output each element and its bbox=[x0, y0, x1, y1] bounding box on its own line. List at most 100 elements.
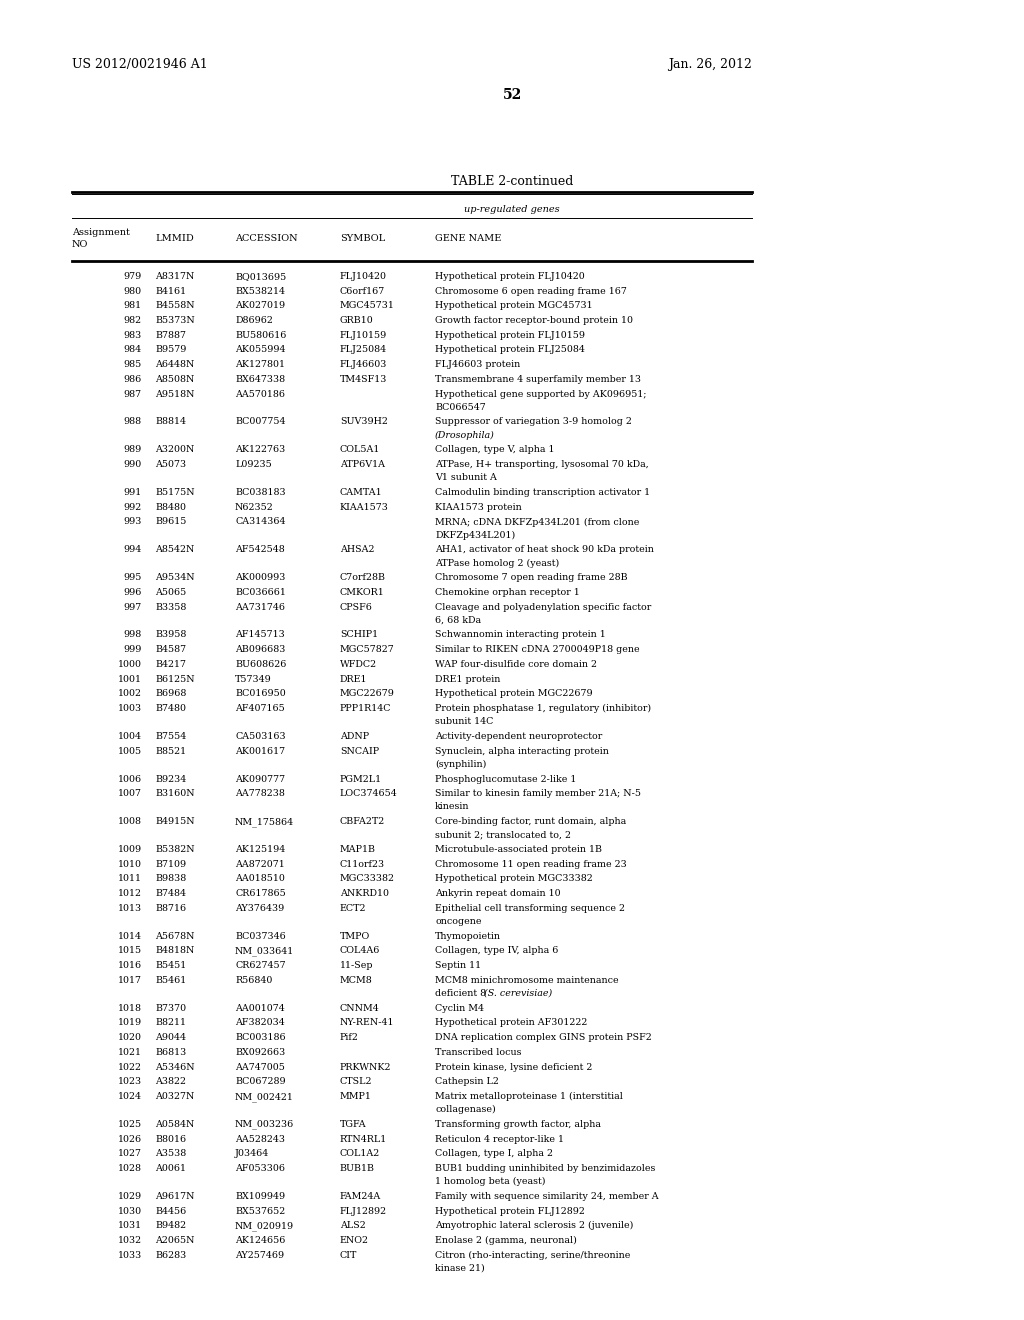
Text: 1 homolog beta (yeast): 1 homolog beta (yeast) bbox=[435, 1177, 546, 1187]
Text: Family with sequence similarity 24, member A: Family with sequence similarity 24, memb… bbox=[435, 1192, 658, 1201]
Text: CIT: CIT bbox=[340, 1250, 357, 1259]
Text: Transmembrane 4 superfamily member 13: Transmembrane 4 superfamily member 13 bbox=[435, 375, 641, 384]
Text: AK001617: AK001617 bbox=[234, 747, 285, 755]
Text: DNA replication complex GINS protein PSF2: DNA replication complex GINS protein PSF… bbox=[435, 1034, 651, 1041]
Text: (S. cerevisiae): (S. cerevisiae) bbox=[484, 989, 552, 998]
Text: 994: 994 bbox=[124, 545, 142, 554]
Text: kinesin: kinesin bbox=[435, 803, 469, 812]
Text: subunit 2; translocated to, 2: subunit 2; translocated to, 2 bbox=[435, 830, 571, 840]
Text: 1023: 1023 bbox=[118, 1077, 142, 1086]
Text: 1017: 1017 bbox=[118, 975, 142, 985]
Text: Chemokine orphan receptor 1: Chemokine orphan receptor 1 bbox=[435, 587, 580, 597]
Text: 980: 980 bbox=[124, 286, 142, 296]
Text: MAP1B: MAP1B bbox=[340, 845, 376, 854]
Text: 991: 991 bbox=[124, 488, 142, 498]
Text: 992: 992 bbox=[124, 503, 142, 512]
Text: B6813: B6813 bbox=[155, 1048, 186, 1057]
Text: AK027019: AK027019 bbox=[234, 301, 285, 310]
Text: PGM2L1: PGM2L1 bbox=[340, 775, 382, 784]
Text: MGC22679: MGC22679 bbox=[340, 689, 395, 698]
Text: BC003186: BC003186 bbox=[234, 1034, 286, 1041]
Text: Transcribed locus: Transcribed locus bbox=[435, 1048, 521, 1057]
Text: SNCAIP: SNCAIP bbox=[340, 747, 379, 755]
Text: B7484: B7484 bbox=[155, 890, 186, 898]
Text: CA314364: CA314364 bbox=[234, 517, 286, 527]
Text: A9617N: A9617N bbox=[155, 1192, 195, 1201]
Text: BU580616: BU580616 bbox=[234, 331, 287, 339]
Text: ECT2: ECT2 bbox=[340, 904, 367, 913]
Text: Cathepsin L2: Cathepsin L2 bbox=[435, 1077, 499, 1086]
Text: BC038183: BC038183 bbox=[234, 488, 286, 498]
Text: NM_002421: NM_002421 bbox=[234, 1092, 294, 1102]
Text: Hypothetical protein MGC22679: Hypothetical protein MGC22679 bbox=[435, 689, 593, 698]
Text: BC037346: BC037346 bbox=[234, 932, 286, 941]
Text: COL1A2: COL1A2 bbox=[340, 1150, 380, 1158]
Text: FLJ25084: FLJ25084 bbox=[340, 346, 387, 355]
Text: LOC374654: LOC374654 bbox=[340, 789, 397, 799]
Text: NM_033641: NM_033641 bbox=[234, 946, 294, 956]
Text: B7480: B7480 bbox=[155, 704, 186, 713]
Text: (Drosophila): (Drosophila) bbox=[435, 430, 495, 440]
Text: BX537652: BX537652 bbox=[234, 1206, 286, 1216]
Text: AK127801: AK127801 bbox=[234, 360, 285, 370]
Text: DRE1: DRE1 bbox=[340, 675, 368, 684]
Text: AA747005: AA747005 bbox=[234, 1063, 285, 1072]
Text: B9838: B9838 bbox=[155, 874, 186, 883]
Text: Hypothetical protein FLJ10159: Hypothetical protein FLJ10159 bbox=[435, 331, 585, 339]
Text: 1003: 1003 bbox=[118, 704, 142, 713]
Text: TGFA: TGFA bbox=[340, 1119, 367, 1129]
Text: AY376439: AY376439 bbox=[234, 904, 285, 913]
Text: Enolase 2 (gamma, neuronal): Enolase 2 (gamma, neuronal) bbox=[435, 1236, 577, 1245]
Text: BQ013695: BQ013695 bbox=[234, 272, 287, 281]
Text: 1033: 1033 bbox=[118, 1250, 142, 1259]
Text: C6orf167: C6orf167 bbox=[340, 286, 385, 296]
Text: A8508N: A8508N bbox=[155, 375, 195, 384]
Text: B6125N: B6125N bbox=[155, 675, 195, 684]
Text: TABLE 2-continued: TABLE 2-continued bbox=[451, 176, 573, 187]
Text: DKFZp434L201): DKFZp434L201) bbox=[435, 531, 515, 540]
Text: A5678N: A5678N bbox=[155, 932, 195, 941]
Text: A0061: A0061 bbox=[155, 1164, 186, 1173]
Text: AK000993: AK000993 bbox=[234, 573, 286, 582]
Text: B4217: B4217 bbox=[155, 660, 186, 669]
Text: ATPase homolog 2 (yeast): ATPase homolog 2 (yeast) bbox=[435, 558, 559, 568]
Text: Cyclin M4: Cyclin M4 bbox=[435, 1003, 484, 1012]
Text: AHA1, activator of heat shock 90 kDa protein: AHA1, activator of heat shock 90 kDa pro… bbox=[435, 545, 654, 554]
Text: Jan. 26, 2012: Jan. 26, 2012 bbox=[668, 58, 752, 71]
Text: 1021: 1021 bbox=[118, 1048, 142, 1057]
Text: Hypothetical protein FLJ12892: Hypothetical protein FLJ12892 bbox=[435, 1206, 585, 1216]
Text: Chromosome 11 open reading frame 23: Chromosome 11 open reading frame 23 bbox=[435, 859, 627, 869]
Text: MGC57827: MGC57827 bbox=[340, 645, 394, 655]
Text: B4915N: B4915N bbox=[155, 817, 195, 826]
Text: kinase 21): kinase 21) bbox=[435, 1263, 484, 1272]
Text: A9518N: A9518N bbox=[155, 389, 195, 399]
Text: Similar to RIKEN cDNA 2700049P18 gene: Similar to RIKEN cDNA 2700049P18 gene bbox=[435, 645, 640, 655]
Text: 1020: 1020 bbox=[118, 1034, 142, 1041]
Text: 1011: 1011 bbox=[118, 874, 142, 883]
Text: AK122763: AK122763 bbox=[234, 445, 286, 454]
Text: oncogene: oncogene bbox=[435, 917, 481, 927]
Text: B4456: B4456 bbox=[155, 1206, 186, 1216]
Text: 1019: 1019 bbox=[118, 1019, 142, 1027]
Text: 52: 52 bbox=[503, 88, 521, 102]
Text: FLJ46603 protein: FLJ46603 protein bbox=[435, 360, 520, 370]
Text: TM4SF13: TM4SF13 bbox=[340, 375, 387, 384]
Text: SUV39H2: SUV39H2 bbox=[340, 417, 388, 426]
Text: 1032: 1032 bbox=[118, 1236, 142, 1245]
Text: 986: 986 bbox=[124, 375, 142, 384]
Text: ACCESSION: ACCESSION bbox=[234, 234, 298, 243]
Text: 979: 979 bbox=[124, 272, 142, 281]
Text: Cleavage and polyadenylation specific factor: Cleavage and polyadenylation specific fa… bbox=[435, 603, 651, 611]
Text: Microtubule-associated protein 1B: Microtubule-associated protein 1B bbox=[435, 845, 602, 854]
Text: 1014: 1014 bbox=[118, 932, 142, 941]
Text: (synphilin): (synphilin) bbox=[435, 760, 486, 770]
Text: AB096683: AB096683 bbox=[234, 645, 286, 655]
Text: Hypothetical gene supported by AK096951;: Hypothetical gene supported by AK096951; bbox=[435, 389, 646, 399]
Text: 981: 981 bbox=[124, 301, 142, 310]
Text: subunit 14C: subunit 14C bbox=[435, 717, 494, 726]
Text: Assignment: Assignment bbox=[72, 228, 130, 238]
Text: ENO2: ENO2 bbox=[340, 1236, 369, 1245]
Text: B4587: B4587 bbox=[155, 645, 186, 655]
Text: T57349: T57349 bbox=[234, 675, 271, 684]
Text: B9482: B9482 bbox=[155, 1221, 186, 1230]
